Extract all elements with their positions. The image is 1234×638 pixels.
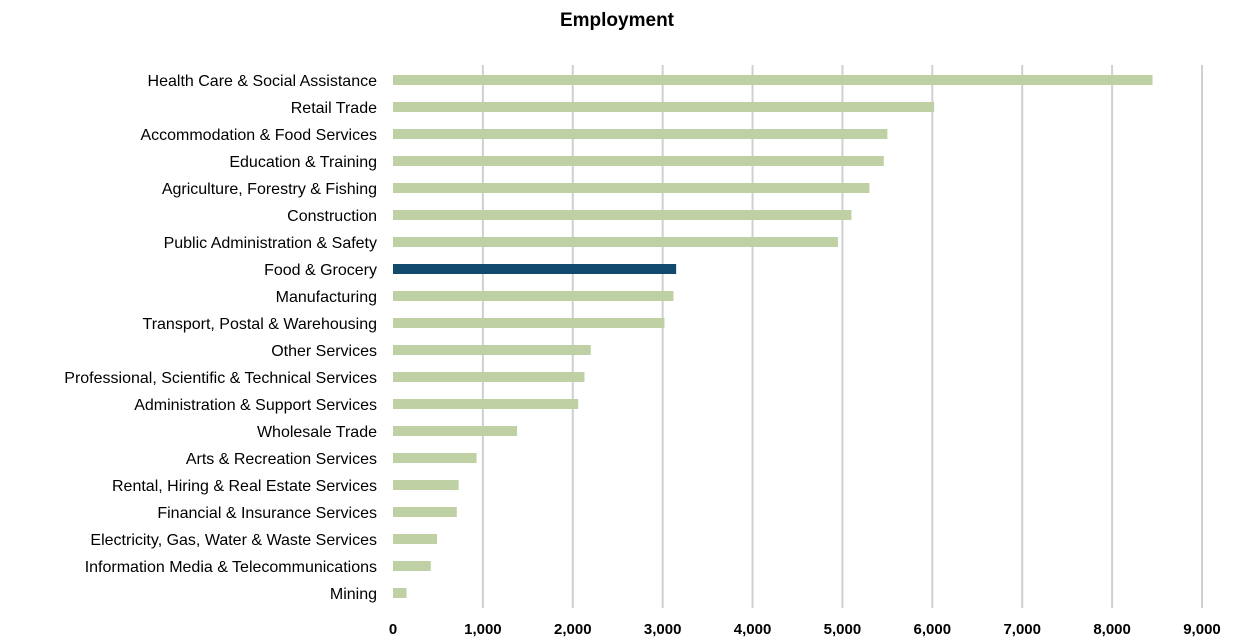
x-tick-label: 7,000 [1003,621,1041,638]
category-labels: Health Care & Social Assistance Retail Tr… [64,73,377,603]
x-tick-label: 9,000 [1183,621,1221,638]
bar [393,210,852,220]
bar [393,426,518,436]
bar-highlight [393,264,677,274]
x-tick-label: 3,000 [644,621,682,638]
x-tick-label: 0 [389,621,397,638]
category-label: Professional, Scientific & Technical Ser… [64,370,377,387]
bar [393,453,477,463]
category-label: Transport, Postal & Warehousing [143,316,377,333]
bar [393,399,579,409]
bar [393,534,438,544]
category-label: Electricity, Gas, Water & Waste Services [90,532,377,549]
bar [393,75,1153,85]
category-label: Public Administration & Safety [164,235,377,252]
bar [393,129,888,139]
category-label: Wholesale Trade [257,424,377,441]
chart-title: Employment [560,10,675,31]
gridlines [481,65,1203,608]
category-label: Other Services [271,343,377,360]
x-tick-label: 2,000 [554,621,592,638]
bar [393,291,674,301]
bar [393,561,431,571]
x-axis-tick-labels: 0 1,000 2,000 3,000 4,000 5,000 6,000 7,000 8,00… [389,621,1221,638]
bar [393,237,838,247]
bar [393,372,585,382]
bar [393,102,935,112]
category-label: Arts & Recreation Services [186,451,377,468]
bar [393,183,870,193]
category-label: Health Care & Social Assistance [148,73,378,90]
bar [393,507,457,517]
bar [393,318,665,328]
category-label: Rental, Hiring & Real Estate Services [112,478,377,495]
bar [393,480,459,490]
category-label: Manufacturing [276,289,377,306]
x-tick-label: 4,000 [734,621,772,638]
category-label: Financial & Insurance Services [157,505,377,522]
x-tick-label: 5,000 [824,621,862,638]
category-label: Construction [287,208,377,225]
category-label: Retail Trade [291,100,377,117]
x-tick-label: 6,000 [914,621,952,638]
x-tick-label: 1,000 [464,621,502,638]
bar [393,156,884,166]
category-label: Administration & Support Services [134,397,377,414]
category-label: Mining [330,586,377,603]
category-label: Accommodation & Food Services [140,127,377,144]
bars [393,75,1153,598]
category-label: Information Media & Telecommunications [85,559,377,576]
category-label: Agriculture, Forestry & Fishing [162,181,377,198]
bar [393,588,407,598]
category-label: Food & Grocery [264,262,377,279]
x-tick-label: 8,000 [1093,621,1131,638]
bar [393,345,591,355]
category-label: Education & Training [229,154,377,171]
